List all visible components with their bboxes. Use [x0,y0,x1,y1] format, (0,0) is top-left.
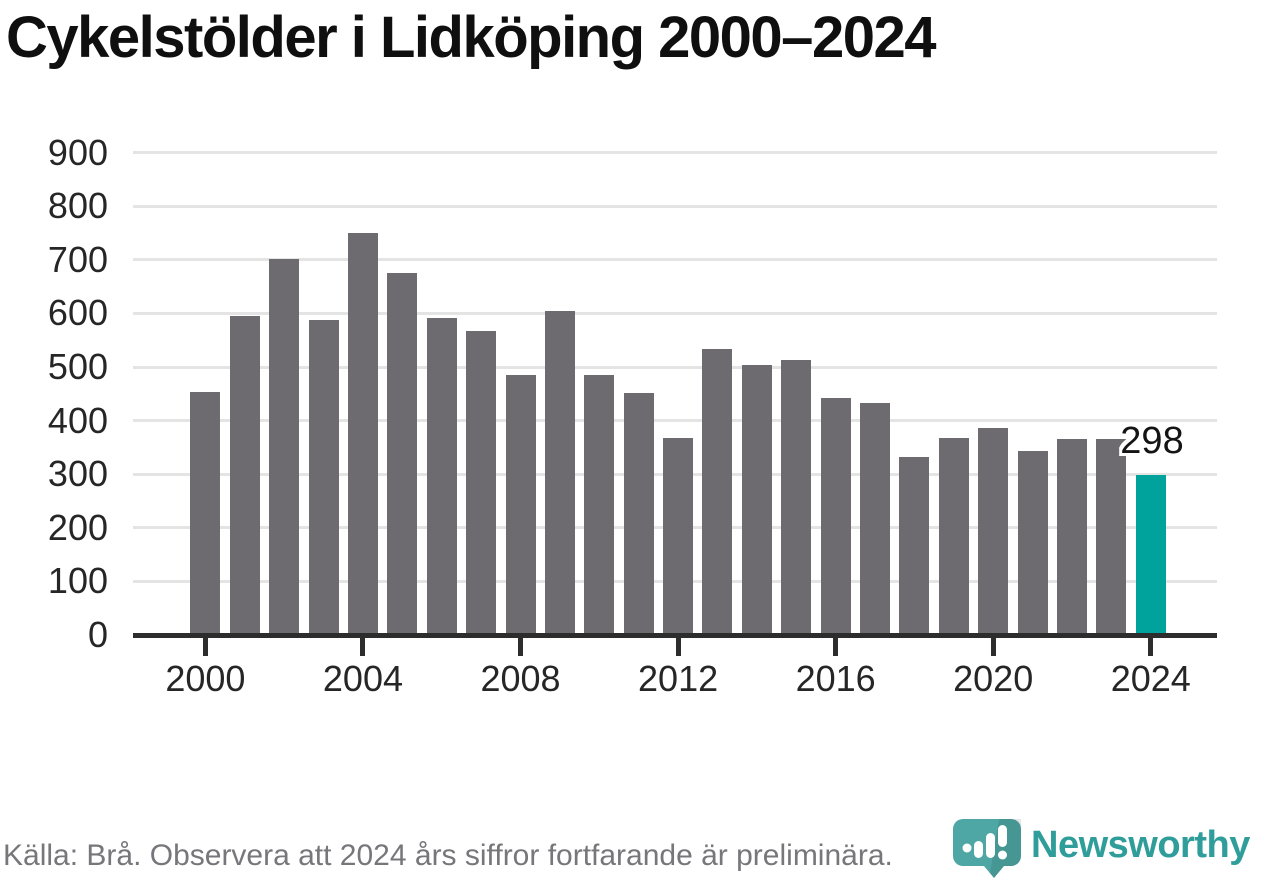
gridline-700 [133,258,1217,262]
x-axis-label-2008: 2008 [480,658,561,699]
gridline-800 [133,204,1217,208]
x-axis-label-2012: 2012 [638,658,719,699]
bar-2001 [229,315,260,635]
x-axis-tick-2004 [360,635,366,656]
y-axis-label-700: 700 [47,238,108,280]
bar-2007 [466,331,497,635]
x-axis-tick-2020 [990,635,996,656]
x-axis-tick-2008 [518,635,524,656]
chart-title: Cykelstölder i Lidköping 2000–2024 [6,5,936,70]
y-axis-label-100: 100 [47,560,108,602]
y-axis-label-0: 0 [87,614,108,655]
bar-2005 [387,272,418,635]
bar-2022 [1056,438,1087,635]
y-axis-label-400: 400 [47,399,108,441]
x-axis-label-2016: 2016 [795,658,876,699]
bar-2003 [308,319,339,635]
gridline-600 [133,311,1217,315]
bar-2021 [1017,450,1048,635]
bar-2023 [1096,438,1127,635]
newsworthy-pin-chart-icon [953,819,1021,878]
x-axis-label-2004: 2004 [322,658,403,699]
bar-2011 [623,392,654,635]
y-axis-label-900: 900 [47,131,108,173]
x-axis-tick-2024 [1148,635,1154,656]
bar-2024 [1135,475,1166,635]
bar-2010 [584,374,615,635]
x-axis-label-2000: 2000 [165,658,246,699]
gridline-900 [133,151,1217,155]
newsworthy-wordmark: Newsworthy [1031,824,1250,866]
y-axis-label-600: 600 [47,292,108,334]
bar-2016 [820,397,851,635]
x-axis-label-2020: 2020 [953,658,1034,699]
bar-2018 [899,457,930,635]
y-axis-label-800: 800 [47,185,108,227]
value-annotation-2024: 298 [1120,420,1184,462]
gridline-500 [133,365,1217,369]
x-axis-tick-2016 [833,635,839,656]
bar-2008 [505,374,536,635]
bar-2020 [978,428,1009,635]
gridline-400 [133,419,1217,423]
bar-2000 [190,392,221,635]
bar-2019 [938,437,969,635]
bar-2015 [781,360,812,635]
bar-2012 [663,437,694,635]
x-axis-tick-2000 [202,635,208,656]
source-note: Källa: Brå. Observera att 2024 års siffr… [3,839,893,872]
bar-2013 [702,348,733,635]
bar-2006 [426,317,457,635]
bar-2017 [860,403,891,635]
y-axis-label-200: 200 [47,506,108,548]
x-axis-tick-2012 [675,635,681,656]
x-axis-label-2024: 2024 [1110,658,1191,699]
bar-2002 [269,258,300,635]
bar-2014 [741,365,772,635]
y-axis-label-500: 500 [47,346,108,387]
y-axis-label-300: 300 [47,453,108,495]
bar-2009 [544,310,575,635]
x-axis-line [133,633,1217,638]
bar-2004 [347,233,378,635]
